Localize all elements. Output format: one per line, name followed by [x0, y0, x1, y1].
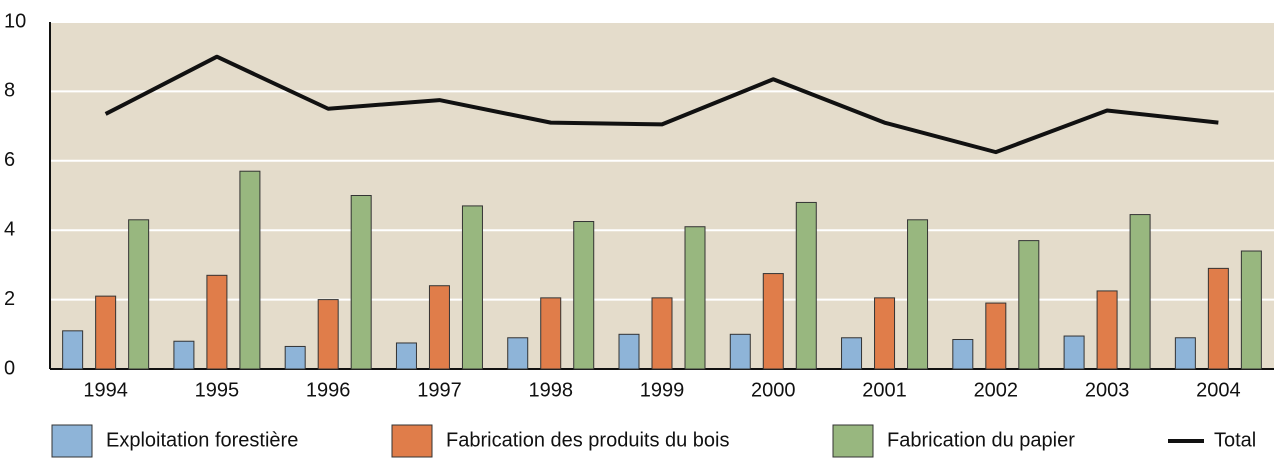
y-tick-label: 10 — [4, 10, 26, 32]
bar — [841, 337, 863, 370]
x-tick-label: 1996 — [306, 379, 351, 401]
legend-label: Fabrication des produits du bois — [446, 429, 730, 451]
bar — [128, 219, 150, 370]
bar — [1129, 214, 1151, 370]
legend-label: Fabrication du papier — [887, 429, 1075, 451]
bar — [1174, 337, 1196, 370]
bar — [651, 297, 673, 370]
bar — [62, 330, 84, 370]
bar — [540, 297, 562, 370]
legend-swatch — [391, 424, 433, 458]
x-tick-label: 1999 — [640, 379, 685, 401]
bar — [350, 195, 372, 370]
y-tick-label: 8 — [4, 80, 15, 102]
bar — [573, 221, 595, 370]
y-tick-label: 4 — [4, 218, 15, 240]
bar — [952, 339, 974, 370]
bar — [206, 274, 228, 370]
bar — [395, 342, 417, 370]
bar — [1207, 267, 1229, 370]
x-tick-label: 2004 — [1196, 379, 1241, 401]
bar — [507, 337, 529, 370]
x-tick-label: 1995 — [195, 379, 240, 401]
bar — [95, 295, 117, 370]
bar — [684, 226, 706, 370]
bar — [729, 333, 751, 370]
bar — [461, 205, 483, 370]
legend-label: Exploitation forestière — [106, 429, 298, 451]
bar — [284, 345, 306, 370]
bar — [239, 170, 261, 370]
legend-label: Total — [1214, 429, 1256, 451]
bar — [173, 340, 195, 370]
bar — [1240, 250, 1262, 370]
y-tick-label: 6 — [4, 149, 15, 171]
bar — [1063, 335, 1085, 370]
bar — [1096, 290, 1118, 370]
y-tick-label: 2 — [4, 288, 15, 310]
bar — [762, 273, 784, 370]
x-tick-label: 2002 — [974, 379, 1019, 401]
bar — [874, 297, 896, 370]
x-tick-label: 1997 — [417, 379, 462, 401]
legend-swatch — [51, 424, 93, 458]
bar — [985, 302, 1007, 370]
legend-swatch — [832, 424, 874, 458]
bar — [317, 299, 339, 370]
x-tick-label: 2000 — [751, 379, 796, 401]
bar — [618, 333, 640, 370]
x-tick-label: 1994 — [83, 379, 128, 401]
x-tick-label: 2001 — [862, 379, 907, 401]
bar — [1018, 240, 1040, 370]
total-line — [104, 54, 1219, 155]
bar — [428, 285, 450, 370]
bar — [795, 201, 817, 370]
x-tick-label: 1998 — [528, 379, 573, 401]
x-tick-label: 2003 — [1085, 379, 1130, 401]
y-tick-label: 0 — [4, 357, 15, 379]
bar — [907, 219, 929, 370]
